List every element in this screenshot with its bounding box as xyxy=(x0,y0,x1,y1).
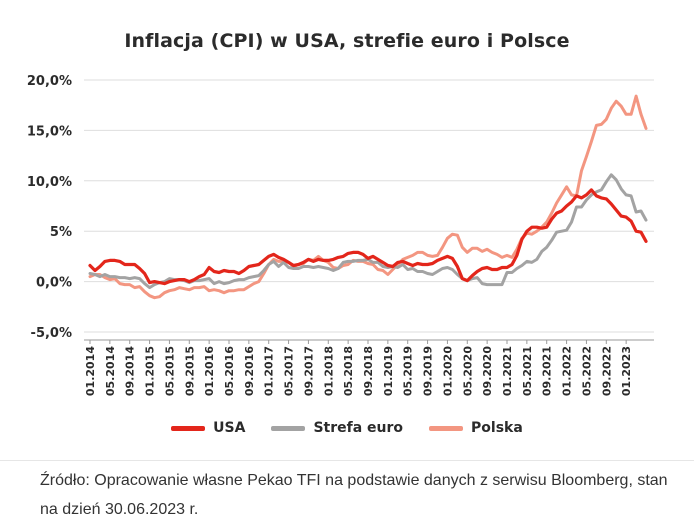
x-tick-label: 01.2018 xyxy=(322,346,335,396)
source-note: Źródło: Opracowanie własne Pekao TFI na … xyxy=(40,472,668,518)
chart-title: Inflacja (CPI) w USA, strefie euro i Pol… xyxy=(124,30,570,52)
series-line-usa xyxy=(88,188,648,286)
x-tick-label: 09.2015 xyxy=(183,346,196,396)
x-tick-label: 09.2019 xyxy=(422,346,435,396)
x-tick-label: 09.2016 xyxy=(243,346,256,396)
y-tick-label: -5,0% xyxy=(31,326,72,341)
x-tick-label: 05.2018 xyxy=(342,346,355,396)
x-tick-label: 09.2018 xyxy=(362,346,375,396)
legend-item-polska: Polska xyxy=(429,420,523,436)
y-tick-label: 0,0% xyxy=(36,276,72,291)
legend-swatch-polska xyxy=(429,425,464,431)
x-tick-label: 01.2014 xyxy=(84,346,97,396)
x-tick-label: 09.2022 xyxy=(600,346,613,396)
legend-item-usa: USA xyxy=(171,420,245,436)
y-tick-label: 10,0% xyxy=(27,175,72,190)
x-tick-label: 09.2021 xyxy=(541,346,554,396)
x-tick-label: 05.2014 xyxy=(104,346,117,396)
chart-legend: USA Strefa euro Polska xyxy=(0,420,694,436)
x-tick-label: 05.2019 xyxy=(402,346,415,396)
series-line-polska xyxy=(88,94,648,300)
divider xyxy=(0,460,694,461)
x-tick-label: 01.2022 xyxy=(561,346,574,396)
x-tick-label: 05.2022 xyxy=(580,346,593,396)
legend-label-polska: Polska xyxy=(471,420,523,436)
x-tick-label: 01.2019 xyxy=(382,346,395,396)
y-tick-label: 15,0% xyxy=(27,124,72,139)
y-tick-label: 20,0% xyxy=(27,74,72,89)
x-tick-label: 01.2020 xyxy=(441,346,454,396)
legend-label-usa: USA xyxy=(213,420,246,436)
x-tick-label: 05.2021 xyxy=(521,346,534,396)
x-tick-label: 05.2017 xyxy=(283,346,296,396)
x-tick-label: 09.2014 xyxy=(124,346,137,396)
legend-item-strefa-euro: Strefa euro xyxy=(271,420,403,436)
legend-swatch-strefa-euro xyxy=(271,425,306,431)
line-chart: 20,0% 15,0% 10,0% 5% 0,0% -5,0% 01.2014 05.2014… xyxy=(27,74,654,396)
x-tick-label: 09.2017 xyxy=(302,346,315,396)
x-tick-label: 01.2015 xyxy=(144,346,157,396)
x-tick-label: 01.2023 xyxy=(620,346,633,396)
x-tick-label: 05.2015 xyxy=(163,346,176,396)
x-tick-label: 05.2020 xyxy=(461,346,474,396)
y-tick-label: 5% xyxy=(50,225,72,240)
chart-card: Inflacja (CPI) w USA, strefie euro i Pol… xyxy=(0,30,694,436)
legend-label-strefa-euro: Strefa euro xyxy=(313,420,404,436)
x-tick-label: 01.2021 xyxy=(501,346,514,396)
legend-swatch-usa xyxy=(171,425,206,431)
x-tick-label: 01.2017 xyxy=(263,346,276,396)
x-tick-label: 09.2020 xyxy=(481,346,494,396)
x-tick-label: 01.2016 xyxy=(203,346,216,396)
x-tick-label: 05.2016 xyxy=(223,346,236,396)
